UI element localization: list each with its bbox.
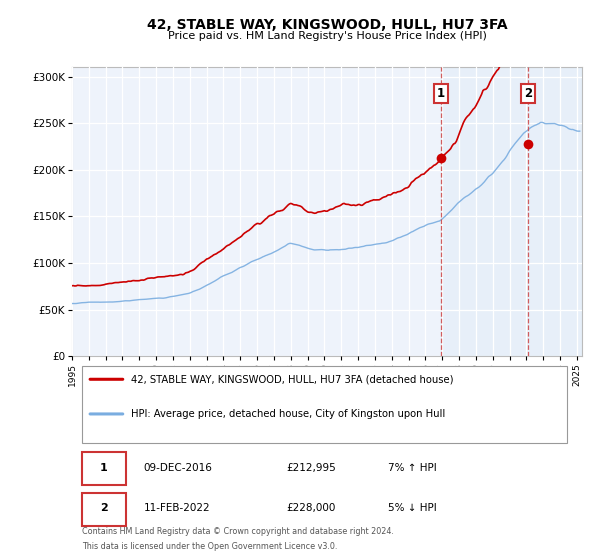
Text: 1: 1: [100, 463, 108, 473]
Text: 7% ↑ HPI: 7% ↑ HPI: [388, 463, 437, 473]
Text: HPI: Average price, detached house, City of Kingston upon Hull: HPI: Average price, detached house, City…: [131, 409, 445, 419]
Text: 42, STABLE WAY, KINGSWOOD, HULL, HU7 3FA: 42, STABLE WAY, KINGSWOOD, HULL, HU7 3FA: [146, 18, 508, 32]
Bar: [441, 67, 582, 356]
Text: 1: 1: [437, 87, 445, 100]
FancyBboxPatch shape: [82, 366, 567, 443]
Text: 2: 2: [524, 87, 533, 100]
Text: 5% ↓ HPI: 5% ↓ HPI: [388, 503, 437, 514]
Text: This data is licensed under the Open Government Licence v3.0.: This data is licensed under the Open Gov…: [82, 543, 338, 552]
FancyBboxPatch shape: [82, 452, 125, 485]
Text: Price paid vs. HM Land Registry's House Price Index (HPI): Price paid vs. HM Land Registry's House …: [167, 31, 487, 41]
Text: £228,000: £228,000: [286, 503, 335, 514]
Text: 2: 2: [100, 503, 108, 514]
Text: 11-FEB-2022: 11-FEB-2022: [143, 503, 210, 514]
Text: £212,995: £212,995: [286, 463, 336, 473]
Text: 42, STABLE WAY, KINGSWOOD, HULL, HU7 3FA (detached house): 42, STABLE WAY, KINGSWOOD, HULL, HU7 3FA…: [131, 374, 453, 384]
Text: Contains HM Land Registry data © Crown copyright and database right 2024.: Contains HM Land Registry data © Crown c…: [82, 527, 394, 536]
FancyBboxPatch shape: [82, 493, 125, 526]
Text: 09-DEC-2016: 09-DEC-2016: [143, 463, 212, 473]
